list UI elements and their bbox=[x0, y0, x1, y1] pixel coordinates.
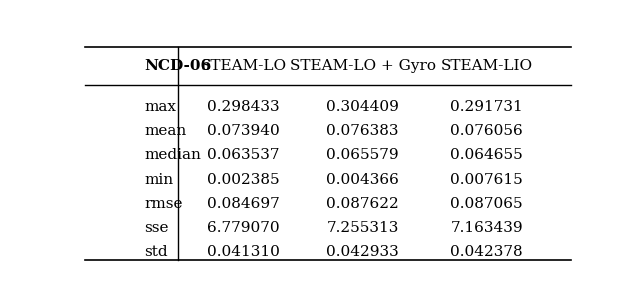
Text: 0.291731: 0.291731 bbox=[451, 100, 523, 114]
Text: 0.007615: 0.007615 bbox=[451, 173, 523, 187]
Text: 0.298433: 0.298433 bbox=[207, 100, 280, 114]
Text: median: median bbox=[145, 149, 202, 163]
Text: 0.063537: 0.063537 bbox=[207, 149, 280, 163]
Text: 0.042378: 0.042378 bbox=[451, 245, 523, 259]
Text: 0.087065: 0.087065 bbox=[451, 197, 523, 211]
Text: 0.073940: 0.073940 bbox=[207, 124, 280, 138]
Text: 0.076383: 0.076383 bbox=[326, 124, 399, 138]
Text: STEAM-LO + Gyro: STEAM-LO + Gyro bbox=[290, 59, 436, 73]
Text: 0.064655: 0.064655 bbox=[451, 149, 523, 163]
Text: 0.087622: 0.087622 bbox=[326, 197, 399, 211]
Text: 7.163439: 7.163439 bbox=[451, 221, 523, 235]
Text: 0.041310: 0.041310 bbox=[207, 245, 280, 259]
Text: min: min bbox=[145, 173, 173, 187]
Text: 0.004366: 0.004366 bbox=[326, 173, 399, 187]
Text: sse: sse bbox=[145, 221, 169, 235]
Text: 0.084697: 0.084697 bbox=[207, 197, 280, 211]
Text: 0.065579: 0.065579 bbox=[326, 149, 399, 163]
Text: 0.304409: 0.304409 bbox=[326, 100, 399, 114]
Text: STEAM-LIO: STEAM-LIO bbox=[441, 59, 532, 73]
Text: STEAM-LO: STEAM-LO bbox=[200, 59, 287, 73]
Text: 6.779070: 6.779070 bbox=[207, 221, 280, 235]
Text: rmse: rmse bbox=[145, 197, 183, 211]
Text: 0.002385: 0.002385 bbox=[207, 173, 280, 187]
Text: 0.042933: 0.042933 bbox=[326, 245, 399, 259]
Text: mean: mean bbox=[145, 124, 187, 138]
Text: max: max bbox=[145, 100, 177, 114]
Text: NCD-06: NCD-06 bbox=[145, 59, 212, 73]
Text: 7.255313: 7.255313 bbox=[326, 221, 399, 235]
Text: 0.076056: 0.076056 bbox=[451, 124, 523, 138]
Text: std: std bbox=[145, 245, 168, 259]
